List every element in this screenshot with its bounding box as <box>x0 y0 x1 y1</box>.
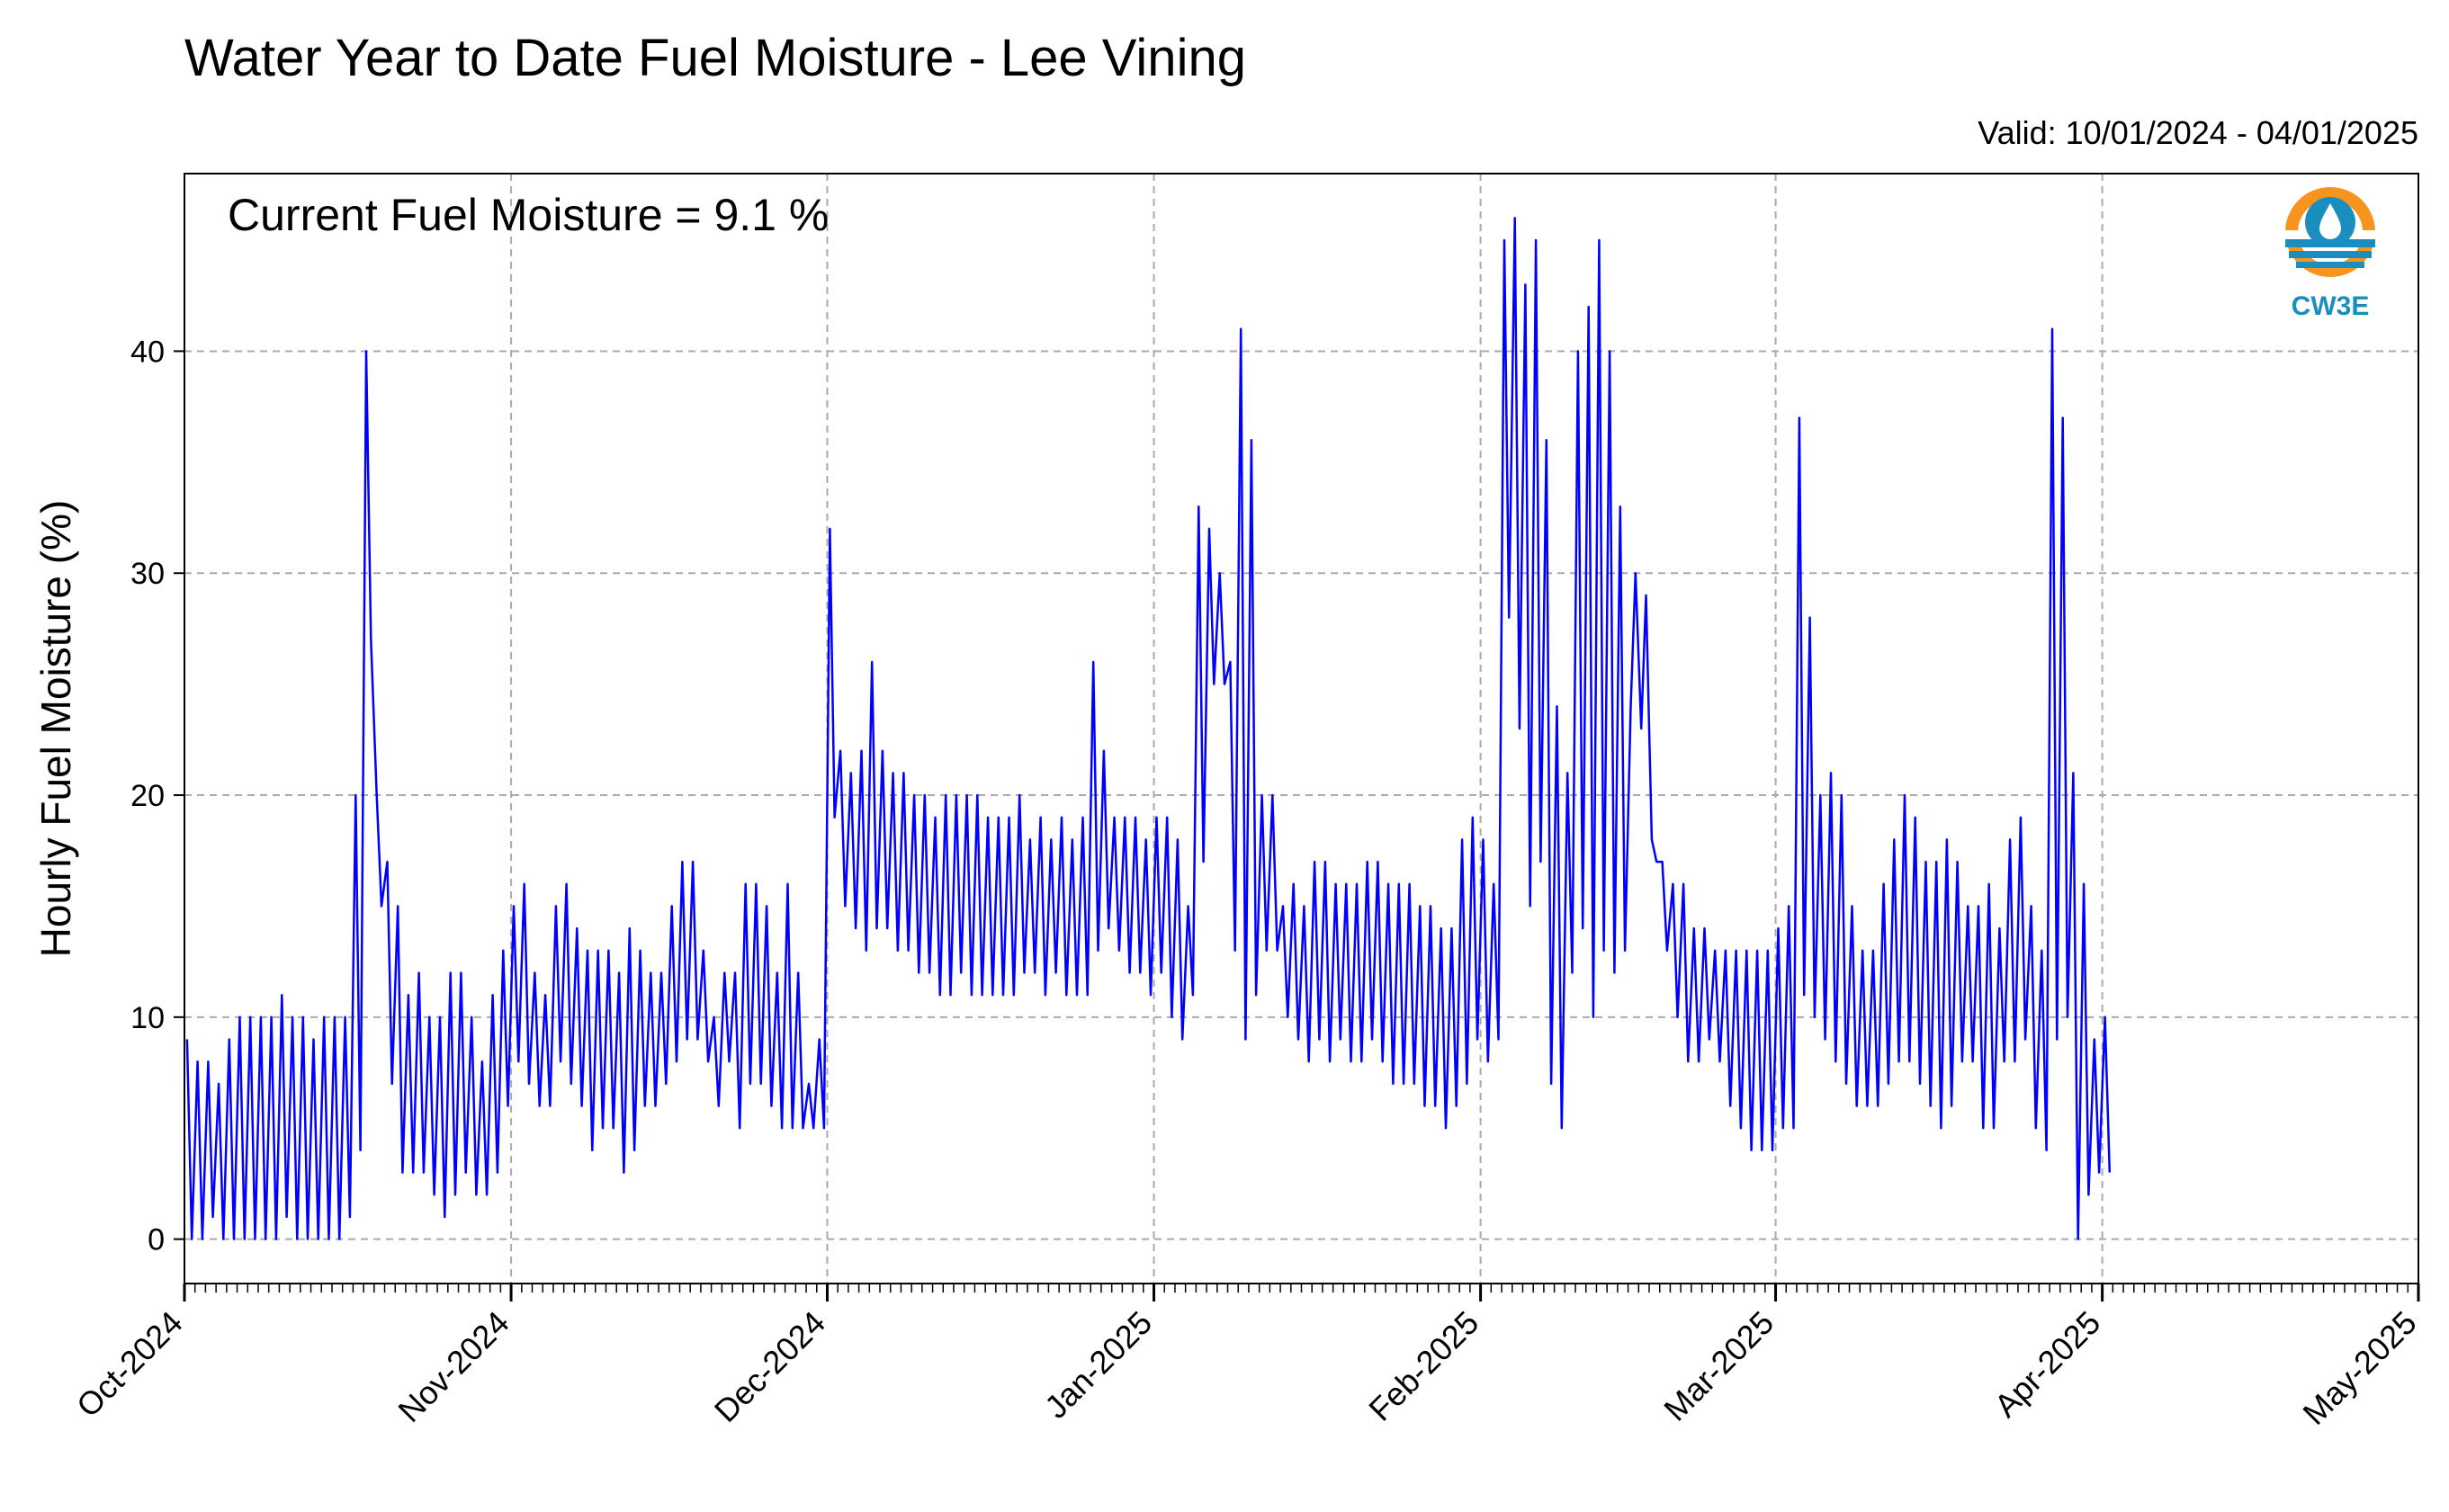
current-fuel-moisture-annotation: Current Fuel Moisture = 9.1 % <box>228 190 829 240</box>
x-tick-label: Apr-2025 <box>1987 1304 2108 1425</box>
y-tick-label: 20 <box>130 779 165 813</box>
gridlines <box>184 174 2418 1284</box>
y-tick-label: 30 <box>130 557 165 591</box>
x-tick-label: Dec-2024 <box>707 1304 832 1429</box>
cw3e-logo: CW3E <box>2283 187 2377 321</box>
y-tick-label: 40 <box>130 335 165 369</box>
x-tick-label: Oct-2024 <box>69 1304 190 1425</box>
chart-title: Water Year to Date Fuel Moisture - Lee V… <box>184 29 1246 87</box>
x-tick-label: May-2025 <box>2295 1304 2423 1432</box>
y-tick-label: 10 <box>130 1001 165 1035</box>
x-tick-label: Jan-2025 <box>1037 1304 1159 1426</box>
fuel-moisture-line <box>185 217 2112 1240</box>
plot-frame <box>184 173 2419 1284</box>
x-tick-label: Nov-2024 <box>390 1304 516 1429</box>
x-tick-label: Feb-2025 <box>1361 1304 1485 1428</box>
y-axis-label: Hourly Fuel Moisture (%) <box>32 500 79 958</box>
water-drop-icon <box>2283 187 2377 277</box>
y-tick-label: 0 <box>148 1223 165 1257</box>
valid-date-range: Valid: 10/01/2024 - 04/01/2025 <box>1978 114 2418 151</box>
logo-text: CW3E <box>2292 291 2370 321</box>
x-tick-label: Mar-2025 <box>1656 1304 1781 1428</box>
series-layer <box>185 217 2112 1240</box>
